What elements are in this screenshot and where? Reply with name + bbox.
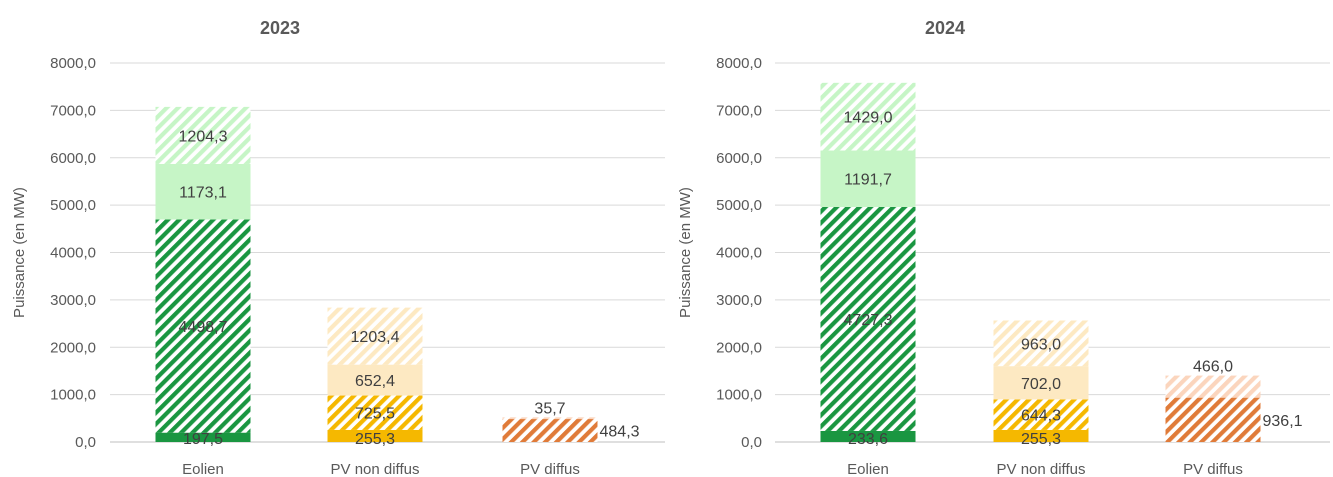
bar-eolien: 197,5 4498,7 1173,1 1204,3 [155, 106, 251, 448]
bar-segment [155, 432, 251, 442]
y-axis-label: Puissance (en MW) [11, 187, 28, 318]
chart-panel-2023: 2023 Puissance (en MW) 0,0 1000,0 2000,0 3000… [11, 18, 665, 477]
bar-segment [327, 307, 423, 365]
y-tick-label: 5000,0 [50, 197, 96, 214]
y-tick-label: 0,0 [75, 434, 96, 451]
bar-segment [502, 419, 598, 442]
bar-segment [327, 395, 423, 430]
x-category-label: PV diffus [1183, 461, 1243, 477]
y-tick-label: 8000,0 [716, 55, 762, 72]
data-label: 936,1 [1263, 413, 1303, 430]
data-label: 702,0 [1021, 376, 1061, 393]
bar-segment [1165, 375, 1261, 398]
bar-segment [993, 429, 1089, 442]
y-tick-label: 4000,0 [716, 245, 762, 262]
bar-segment [327, 429, 423, 442]
data-label: 1204,3 [179, 128, 228, 145]
bar-pv-non-diffus: 255,3 644,3 702,0 963,0 [993, 320, 1089, 448]
bar-segment [502, 417, 598, 420]
y-tick-label: 0,0 [741, 434, 762, 451]
chart-panel-2024: 2024 Puissance (en MW) 0,0 1000,0 2000,0 3000… [677, 18, 1330, 477]
data-label: 1191,7 [844, 172, 892, 189]
bar-segment [820, 430, 916, 442]
y-tick-label: 8000,0 [50, 55, 96, 72]
y-tick-label: 1000,0 [50, 387, 96, 404]
data-label: 652,4 [355, 373, 395, 390]
bar-pv-non-diffus: 255,3 725,5 652,4 1203,4 [327, 307, 423, 448]
y-tick-label: 4000,0 [50, 245, 96, 262]
data-label: 644,3 [1021, 408, 1061, 425]
data-label: 233,6 [848, 431, 888, 448]
bar-segment [993, 366, 1089, 400]
y-tick-label: 3000,0 [716, 292, 762, 309]
bar-segment [155, 163, 251, 220]
bar-segment [155, 106, 251, 164]
x-category-label: PV non diffus [997, 461, 1086, 477]
x-category-label: PV diffus [520, 461, 580, 477]
bar-segment [820, 206, 916, 431]
y-tick-label: 7000,0 [716, 102, 762, 119]
data-label: 963,0 [1021, 336, 1061, 353]
bar-segment [155, 219, 251, 433]
data-label: 35,7 [534, 400, 565, 417]
x-category-label: Eolien [847, 461, 889, 477]
y-tick-label: 5000,0 [716, 197, 762, 214]
data-label: 484,3 [600, 424, 640, 441]
y-tick-label: 6000,0 [716, 150, 762, 167]
y-tick-label: 2000,0 [716, 339, 762, 356]
x-category-label: PV non diffus [331, 461, 420, 477]
data-label: 1173,1 [179, 185, 227, 202]
data-label: 4498,7 [179, 319, 228, 336]
data-label: 197,5 [183, 431, 223, 448]
bar-pv-diffus: 936,1 466,0 [1165, 359, 1303, 442]
y-tick-label: 1000,0 [716, 387, 762, 404]
data-label: 725,5 [355, 406, 395, 423]
data-label: 4727,3 [844, 312, 893, 329]
chart-title: 2024 [925, 18, 965, 38]
data-label: 255,3 [355, 431, 395, 448]
bar-segment [993, 399, 1089, 430]
y-tick-label: 7000,0 [50, 102, 96, 119]
bar-segment [1165, 397, 1261, 442]
bar-pv-diffus: 484,3 35,7 [502, 400, 640, 442]
data-label: 255,3 [1021, 431, 1061, 448]
x-category-label: Eolien [182, 461, 224, 477]
chart-title: 2023 [260, 18, 300, 38]
bar-segment [820, 82, 916, 151]
data-label: 466,0 [1193, 359, 1233, 376]
bar-segment [820, 150, 916, 207]
y-tick-label: 3000,0 [50, 292, 96, 309]
y-tick-label: 2000,0 [50, 339, 96, 356]
bar-segment [327, 364, 423, 396]
bar-segment [993, 320, 1089, 367]
data-label: 1203,4 [351, 329, 400, 346]
y-axis-label: Puissance (en MW) [677, 187, 694, 318]
bar-eolien: 233,6 4727,3 1191,7 1429,0 [820, 82, 916, 448]
y-tick-label: 6000,0 [50, 150, 96, 167]
data-label: 1429,0 [844, 110, 893, 127]
